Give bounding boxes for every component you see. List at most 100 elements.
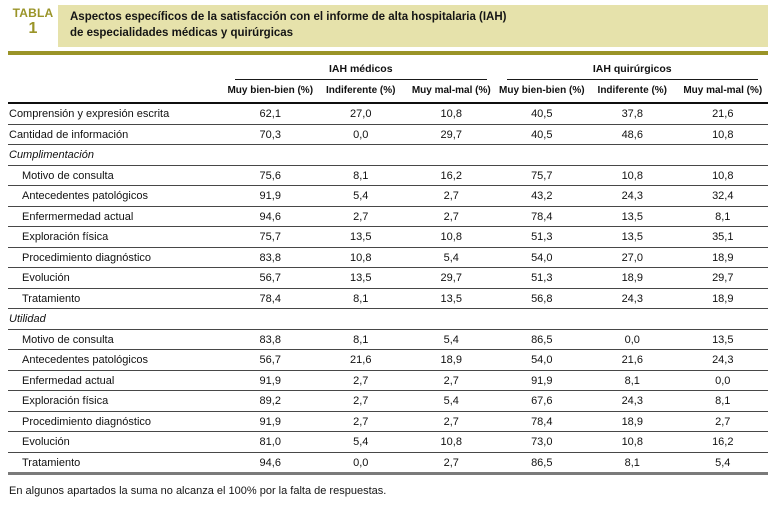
table-badge-number: 1 [28,20,38,38]
cell-value: 40,5 [496,103,588,125]
cell-value: 94,6 [225,206,316,228]
table-row: Antecedentes patológicos 56,7 21,6 18,9 54,0… [8,349,769,371]
cell-value: 43,2 [496,185,588,207]
table-row: Exploración física 75,7 13,5 10,8 51,3 13,5 35… [8,226,769,248]
cell-value [406,308,497,330]
cell-value: 16,2 [677,431,769,453]
table-body: Comprensión y expresión escrita 62,1 27,0 1… [8,103,769,474]
cell-value: 10,8 [315,247,406,269]
cell-value: 2,7 [406,370,497,392]
cell-value: 54,0 [496,349,588,371]
row-label: Evolución [8,431,225,453]
cell-value: 5,4 [315,431,406,453]
cell-value: 13,5 [315,226,406,248]
cell-value: 2,7 [315,390,406,412]
cell-value: 18,9 [587,267,678,289]
cell-value: 0,0 [315,124,406,146]
cell-value: 21,6 [677,103,769,125]
column-header: Muy bien-bien (%) [496,80,588,105]
cell-value: 2,7 [406,185,497,207]
table-title-line2: de especialidades médicas y quirúrgicas [70,26,294,39]
cell-value [587,144,678,166]
row-label: Exploración física [8,390,225,412]
row-label: Tratamiento [22,456,81,469]
olive-divider [8,51,768,56]
row-label: Antecedentes patológicos [8,349,225,371]
cell-value: 54,0 [496,247,588,269]
row-label: Motivo de consulta [8,165,225,187]
cell-value: 0,0 [587,329,678,351]
cell-value: 29,7 [677,267,769,289]
cell-value: 86,5 [496,329,588,351]
table-title-line1: Aspectos específicos de la satisfacción … [70,11,507,23]
cell-value: 8,1 [587,370,678,392]
column-group-row: IAH médicos IAH quirúrgicos [8,56,769,81]
table-row: Procedimiento diagnóstico 83,8 10,8 5,4 54,0… [8,247,769,269]
cell-value: 78,4 [496,411,588,433]
cell-value: 18,9 [587,411,678,433]
cell-value: 2,7 [315,411,406,433]
cell-value: 5,4 [315,185,406,207]
cell-value: 8,1 [315,165,406,187]
table-row: Evolución 81,0 5,4 10,8 73,0 10,8 16,2 [8,431,769,453]
cell-value: 8,1 [315,329,406,351]
cell-value: 5,4 [715,456,731,469]
cell-value: 24,3 [587,390,678,412]
table-row: Antecedentes patológicos 91,9 5,4 2,7 43,2 24… [8,185,769,207]
cell-value: 13,5 [587,226,678,248]
cell-value: 18,9 [406,349,497,371]
row-label: Motivo de consulta [8,329,225,351]
column-header-row: Muy bien-bien (%) Indiferente (%) Muy ma… [8,80,769,105]
table-footnote: En algunos apartados la suma no alcanza … [9,485,387,498]
table-row: Motivo de consulta 75,6 8,1 16,2 75,7 10,8 10,… [8,165,769,187]
cell-value: 70,3 [225,124,316,146]
section-row: Cumplimentación [8,144,769,166]
cell-value: 62,1 [225,103,316,125]
cell-value: 13,5 [406,288,497,310]
column-header: Indiferente (%) [315,80,406,105]
cell-value: 16,2 [406,165,497,187]
row-label: Procedimiento diagnóstico [8,247,225,269]
cell-value [677,144,769,166]
cell-value: 91,9 [225,411,316,433]
section-label: Cumplimentación [8,144,225,166]
cell-value: 8,1 [315,288,406,310]
row-label: Enfermermedad actual [8,206,225,228]
empty-corner-cell [8,56,225,80]
cell-value: 8,1 [677,390,769,412]
cell-value: 10,8 [406,226,497,248]
cell-value [496,144,588,166]
cell-value: 5,4 [406,390,497,412]
cell-value: 73,0 [496,431,588,453]
cell-value: 37,8 [587,103,678,125]
data-table: IAH médicos IAH quirúrgicos Muy bien-bie… [8,56,769,476]
cell-value: 8,1 [624,456,640,469]
table-badge: TABLA 1 [8,5,58,47]
table-row: Evolución 56,7 13,5 29,7 51,3 18,9 29,7 [8,267,769,289]
cell-value: 10,8 [677,165,769,187]
row-label: Cantidad de información [8,124,225,146]
cell-value: 83,8 [225,329,316,351]
cell-value: 27,0 [587,247,678,269]
table-header-band: TABLA 1 Aspectos específicos de la satis… [8,5,768,48]
cell-value [315,308,406,330]
row-label: Procedimiento diagnóstico [8,411,225,433]
group-header-quirurgicos: IAH quirúrgicos [497,56,769,81]
cell-value: 2,7 [406,206,497,228]
column-header: Muy bien-bien (%) [225,80,316,105]
cell-value: 2,7 [443,456,459,469]
cell-value: 10,8 [587,431,678,453]
row-label: Comprensión y expresión escrita [8,103,225,125]
section-row: Utilidad [8,308,769,330]
cell-value: 35,1 [677,226,769,248]
cell-value: 51,3 [496,267,588,289]
cell-value: 27,0 [315,103,406,125]
cell-value [225,308,316,330]
cell-value: 21,6 [587,349,678,371]
cell-value: 32,4 [677,185,769,207]
cell-value: 21,6 [315,349,406,371]
cell-value: 56,7 [225,267,316,289]
table-row: Motivo de consulta 83,8 8,1 5,4 86,5 0,0 13,5 [8,329,769,351]
cell-value: 18,9 [677,247,769,269]
